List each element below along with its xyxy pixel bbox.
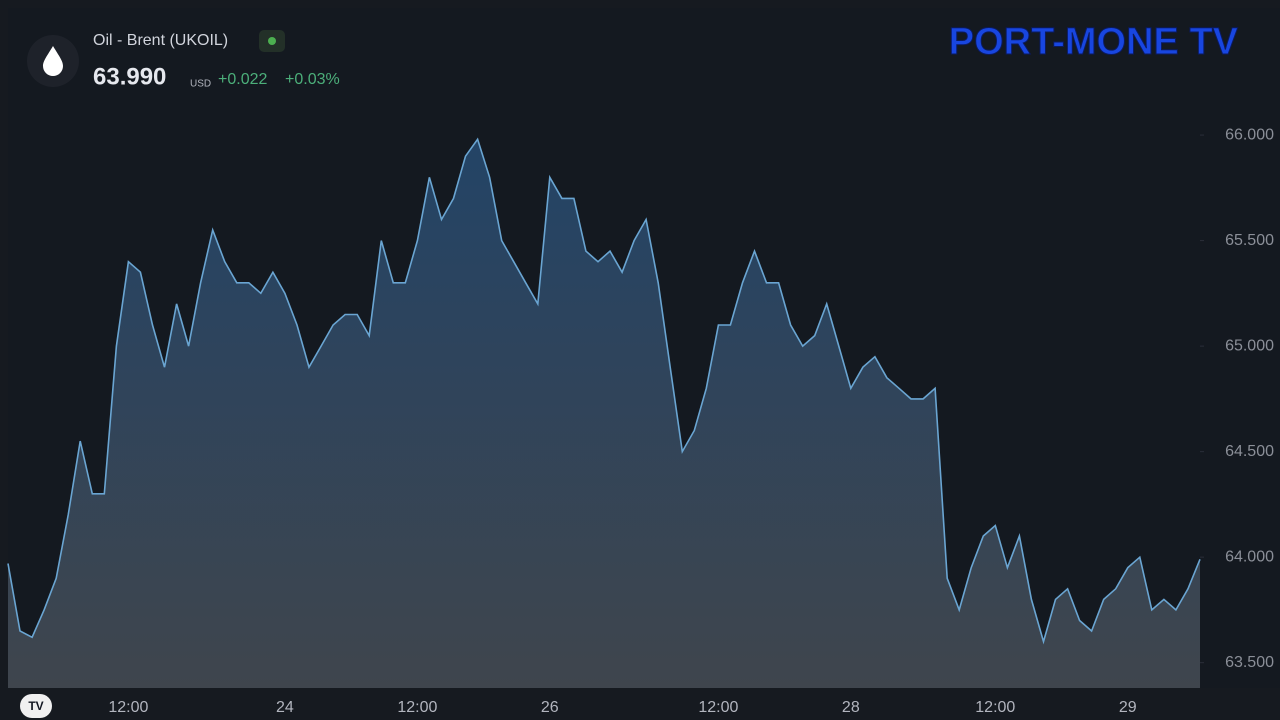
plot: 63.500 64.000 64.500 65.000 65.500 66.000 12:0… bbox=[7, 126, 1274, 716]
x-tick-label: 29 bbox=[1119, 699, 1137, 716]
y-tick-label: 66.000 bbox=[1225, 126, 1274, 143]
x-tick-label: 12:00 bbox=[108, 699, 148, 716]
change-pct: +0.03% bbox=[285, 71, 340, 88]
drop-icon bbox=[43, 46, 63, 76]
tv-logo-text: TV bbox=[28, 699, 43, 713]
y-tick-label: 65.000 bbox=[1225, 337, 1274, 354]
y-tick-label: 65.500 bbox=[1225, 232, 1274, 249]
logo: PORT-MONE TV bbox=[949, 21, 1239, 63]
x-tick-label: 24 bbox=[276, 699, 294, 716]
price: 63.990 bbox=[93, 63, 166, 90]
x-tick-label: 12:00 bbox=[698, 699, 738, 716]
currency: USD bbox=[190, 79, 211, 90]
status-dot bbox=[268, 37, 276, 45]
change: +0.022 bbox=[218, 71, 267, 88]
x-tick-label: 26 bbox=[541, 699, 559, 716]
x-tick-label: 12:00 bbox=[397, 699, 437, 716]
tv-logo bbox=[20, 694, 52, 718]
y-tick-label: 64.500 bbox=[1225, 443, 1274, 460]
symbol-name: Oil - Brent (UKOIL) bbox=[93, 32, 228, 49]
y-tick-label: 63.500 bbox=[1225, 654, 1274, 671]
area bbox=[8, 139, 1200, 689]
x-tick-label: 12:00 bbox=[975, 699, 1015, 716]
x-tick-label: 28 bbox=[842, 699, 860, 716]
y-tick-label: 64.000 bbox=[1225, 548, 1274, 565]
line bbox=[7, 137, 1201, 645]
